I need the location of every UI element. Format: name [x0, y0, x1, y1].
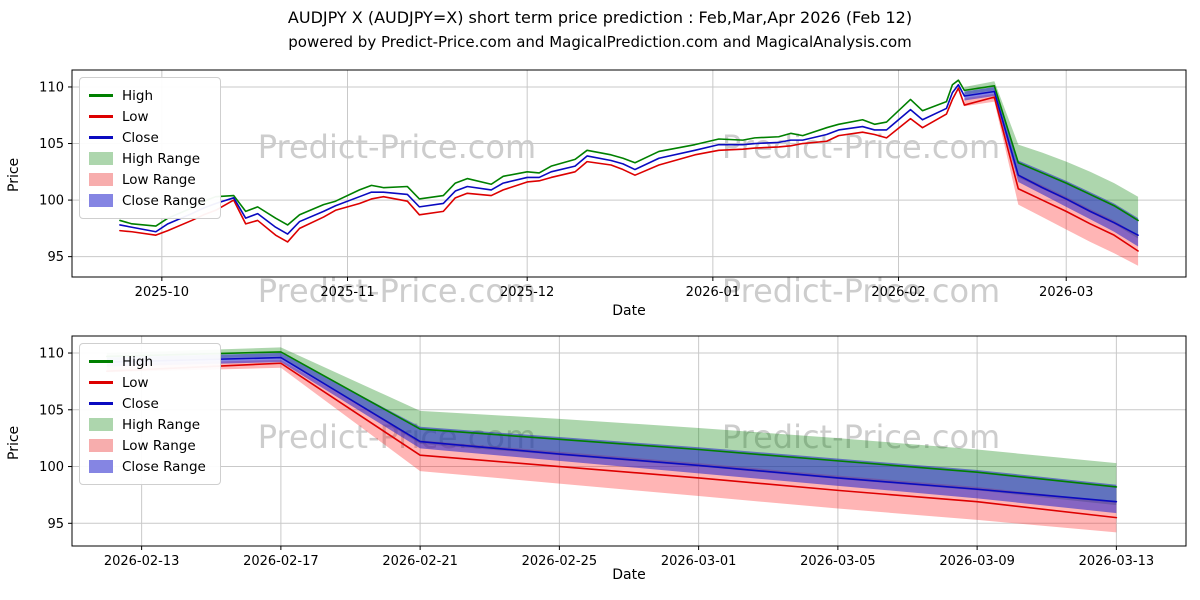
- legend-item-close-range: Close Range: [89, 190, 206, 211]
- legend-label: Close: [122, 395, 159, 412]
- legend-item-low-range: Low Range: [89, 435, 206, 456]
- svg-text:95: 95: [47, 517, 64, 532]
- legend-label: High Range: [122, 150, 201, 167]
- svg-text:100: 100: [39, 460, 64, 475]
- legend-patch-swatch: [89, 152, 113, 165]
- legend-line-swatch: [89, 136, 113, 139]
- legend-patch-swatch: [89, 173, 113, 186]
- legend-label: Low Range: [122, 171, 196, 188]
- svg-text:2026-03: 2026-03: [1039, 285, 1093, 300]
- legend-line-swatch: [89, 360, 113, 363]
- forecast-detail-chart: 95 100 105 110 2026-02-13 2026-02-17 2026-02-2…: [39, 335, 1187, 569]
- svg-text:110: 110: [39, 80, 64, 95]
- y-axis-label-price-bottom: Price: [6, 425, 22, 460]
- price-history-chart: 95 100 105 110 2025-10 2025-11 2025-12 2026-01 2…: [39, 69, 1187, 300]
- svg-text:95: 95: [47, 250, 64, 265]
- svg-text:2026-02-17: 2026-02-17: [243, 554, 319, 569]
- legend-item-high-range: High Range: [89, 414, 206, 435]
- legend-item-high: High: [89, 85, 206, 106]
- legend-top: High Low Close High Range Low Range Close Ran…: [79, 77, 221, 219]
- legend-item-high-range: High Range: [89, 148, 206, 169]
- legend-label: Close Range: [122, 192, 206, 209]
- legend-item-high: High: [89, 351, 206, 372]
- legend-line-swatch: [89, 402, 113, 405]
- legend-patch-swatch: [89, 194, 113, 207]
- legend-line-swatch: [89, 94, 113, 97]
- legend-line-swatch: [89, 115, 113, 118]
- svg-text:2025-11: 2025-11: [320, 285, 374, 300]
- page-subtitle: powered by Predict-Price.com and Magical…: [288, 33, 912, 51]
- legend-line-swatch: [89, 381, 113, 384]
- x-axis-label-date-bottom: Date: [612, 567, 646, 583]
- legend-label: High: [122, 353, 154, 370]
- svg-text:105: 105: [39, 403, 64, 418]
- svg-text:2026-02-25: 2026-02-25: [522, 554, 598, 569]
- legend-item-low: Low: [89, 106, 206, 127]
- svg-text:2025-12: 2025-12: [500, 285, 554, 300]
- legend-patch-swatch: [89, 439, 113, 452]
- svg-text:2026-02: 2026-02: [871, 285, 925, 300]
- page-title: AUDJPY X (AUDJPY=X) short term price pre…: [287, 8, 913, 27]
- legend-label: High: [122, 87, 154, 104]
- svg-text:2026-01: 2026-01: [686, 285, 740, 300]
- svg-text:100: 100: [39, 194, 64, 209]
- legend-bottom: High Low Close High Range Low Range Close Ran…: [79, 343, 221, 485]
- legend-label: Low Range: [122, 437, 196, 454]
- svg-text:110: 110: [39, 347, 64, 362]
- legend-label: Low: [122, 374, 149, 391]
- legend-item-close: Close: [89, 393, 206, 414]
- svg-text:2026-02-13: 2026-02-13: [104, 554, 180, 569]
- legend-item-low-range: Low Range: [89, 169, 206, 190]
- svg-text:2025-10: 2025-10: [135, 285, 189, 300]
- legend-item-close: Close: [89, 127, 206, 148]
- svg-text:2026-03-05: 2026-03-05: [800, 554, 876, 569]
- svg-text:2026-02-21: 2026-02-21: [382, 554, 458, 569]
- legend-item-close-range: Close Range: [89, 456, 206, 477]
- legend-item-low: Low: [89, 372, 206, 393]
- svg-text:2026-03-01: 2026-03-01: [661, 554, 737, 569]
- svg-text:105: 105: [39, 137, 64, 152]
- y-axis-label-price-top: Price: [6, 157, 22, 192]
- legend-label: High Range: [122, 416, 201, 433]
- legend-label: Low: [122, 108, 149, 125]
- legend-patch-swatch: [89, 418, 113, 431]
- legend-label: Close Range: [122, 458, 206, 475]
- svg-text:2026-03-09: 2026-03-09: [939, 554, 1015, 569]
- legend-patch-swatch: [89, 460, 113, 473]
- x-axis-label-date-top: Date: [612, 303, 646, 319]
- svg-text:2026-03-13: 2026-03-13: [1079, 554, 1155, 569]
- legend-label: Close: [122, 129, 159, 146]
